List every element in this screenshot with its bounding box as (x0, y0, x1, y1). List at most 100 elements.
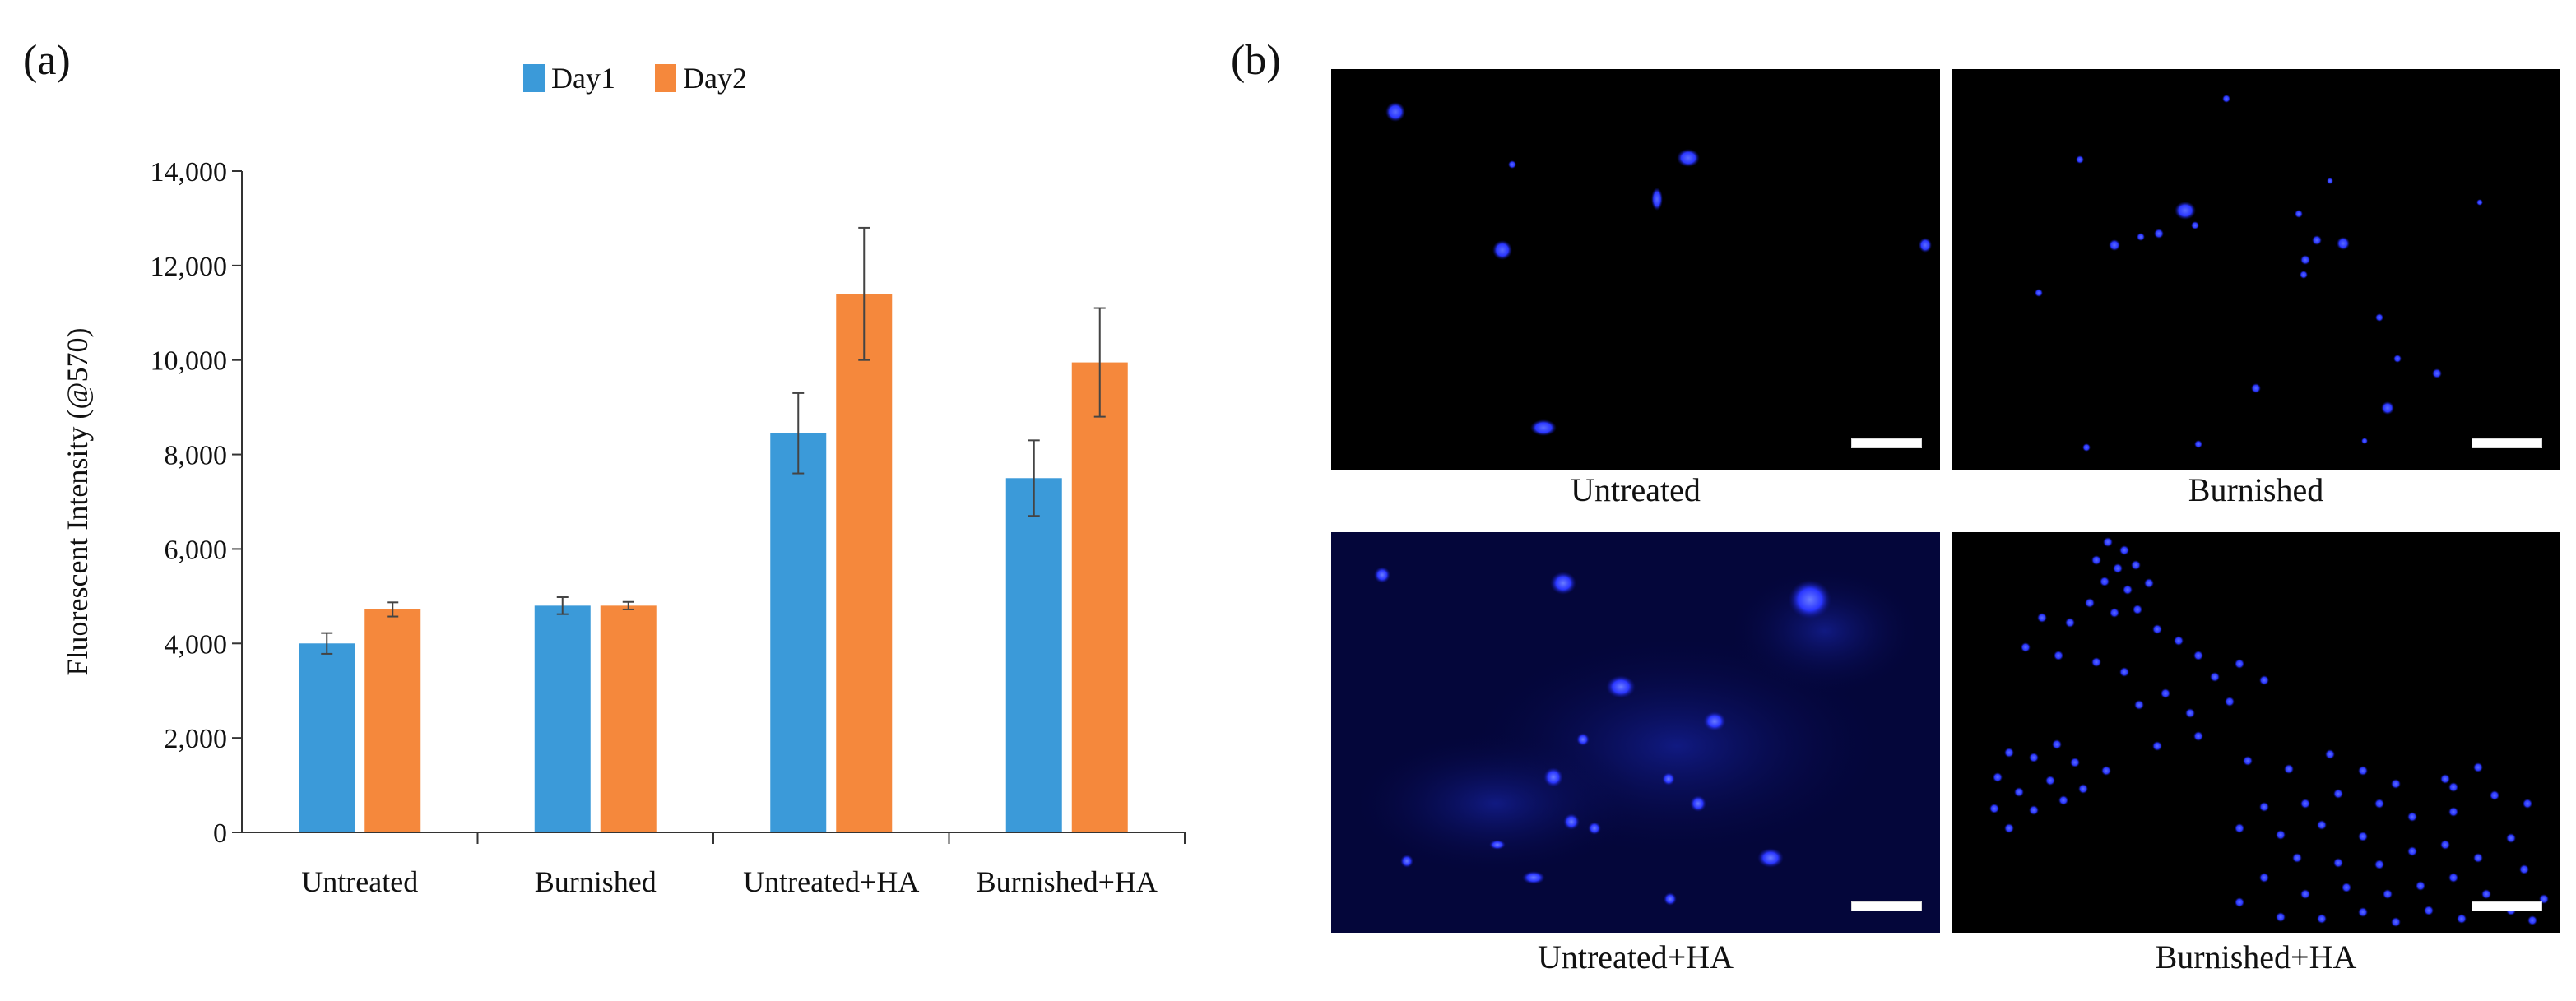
cell-nucleus (1993, 772, 2003, 782)
micrograph-untreated (1331, 69, 1940, 470)
cell-nucleus (2259, 675, 2269, 685)
cell-nucleus (2391, 779, 2401, 789)
cell-nuclei-fluorescence-image (2035, 95, 2483, 452)
cell-nucleus (2523, 799, 2532, 809)
bar-day1 (299, 643, 355, 832)
cell-nucleus (2152, 624, 2162, 634)
scale-bar (2472, 438, 2542, 448)
cell-nucleus (2448, 782, 2458, 792)
cell-nucleus (2448, 873, 2458, 883)
cell-nucleus (2391, 917, 2401, 927)
cell-nucleus (2029, 753, 2039, 762)
cell-nucleus (2070, 758, 2080, 767)
cell-nucleus (2374, 860, 2384, 869)
y-tick-label: 2,000 (165, 724, 228, 754)
cell-nucleus (2374, 799, 2384, 809)
cell-nucleus (2103, 537, 2113, 547)
cell-nucleus (2037, 613, 2047, 623)
cell-nucleus (2021, 642, 2031, 652)
legend-label-day2: Day2 (683, 62, 747, 95)
cell-nucleus (2065, 618, 2075, 628)
x-tick-label: Burnished+HA (977, 865, 1158, 898)
cell-nucleus (2448, 807, 2458, 817)
cell-nucleus (2029, 805, 2039, 815)
y-tick-label: 6,000 (165, 535, 228, 565)
cell-nucleus (2058, 795, 2068, 805)
y-tick-label: 10,000 (151, 346, 228, 377)
cell-nucleus (1989, 804, 1999, 813)
micrograph-burnished-ha (1952, 532, 2560, 933)
x-tick-label: Untreated (301, 865, 418, 898)
cell-nucleus (2276, 830, 2286, 840)
panel-a-label: (a) (23, 37, 71, 84)
cell-nucleus (2054, 651, 2063, 660)
cell-nucleus (2085, 598, 2095, 608)
cell-nucleus (2101, 766, 2111, 776)
micrograph-caption-burnished-ha: Burnished+HA (2155, 938, 2357, 976)
x-tick-label: Untreated+HA (743, 865, 919, 898)
cell-nuclei-fluorescence-image (1385, 102, 1932, 436)
cell-nucleus (2481, 889, 2491, 899)
cell-nucleus (2490, 790, 2499, 800)
cell-nucleus (2004, 823, 2014, 833)
y-tick-label: 8,000 (165, 441, 228, 471)
cell-nucleus (2152, 741, 2162, 751)
scale-bar (1851, 901, 1922, 911)
cell-nucleus (2317, 914, 2327, 924)
micrograph-caption-untreated: Untreated (1571, 471, 1701, 508)
scale-bar (1851, 438, 1922, 448)
panel-b-label: (b) (1231, 37, 1281, 84)
cell-nucleus (2174, 636, 2184, 646)
cell-nucleus (2113, 563, 2123, 573)
bar-day2 (600, 605, 657, 832)
cell-nucleus (2133, 605, 2142, 614)
scale-bar (2472, 901, 2542, 911)
y-tick-label: 0 (213, 818, 227, 849)
cell-nucleus (2185, 708, 2195, 718)
legend-label-day1: Day1 (551, 62, 615, 95)
cell-nucleus (2161, 688, 2170, 698)
cell-nucleus (2210, 672, 2220, 682)
y-tick-label: 4,000 (165, 629, 228, 660)
cell-nucleus (2424, 906, 2434, 915)
cell-nucleus (2358, 832, 2368, 841)
cell-nucleus (2440, 840, 2450, 850)
cell-nucleus (2225, 697, 2235, 707)
bar-day1 (1005, 478, 1062, 832)
cell-nucleus (2259, 802, 2269, 812)
cell-nucleus (2235, 659, 2244, 669)
cell-nucleus (2407, 812, 2417, 822)
cell-nucleus (2506, 833, 2516, 843)
cell-nucleus (2100, 577, 2110, 586)
bar-day2 (1071, 362, 1128, 833)
cell-nucleus (2358, 766, 2368, 776)
cell-nuclei-fluorescence-image (1989, 537, 2549, 927)
cell-nucleus (2416, 881, 2425, 891)
x-tick-label: Burnished (535, 865, 657, 898)
cell-nucleus (2407, 846, 2417, 856)
micrograph-caption-untreated-ha: Untreated+HA (1537, 938, 1734, 976)
cell-nucleus (2473, 853, 2483, 863)
cell-nucleus (2235, 823, 2244, 833)
cell-nucleus (2333, 858, 2343, 868)
cell-nucleus (2091, 555, 2101, 565)
y-tick-label: 14,000 (151, 157, 228, 188)
cell-nuclei-fluorescence-image (1348, 565, 1924, 906)
cell-nucleus (2473, 762, 2483, 772)
cell-nucleus (2276, 912, 2286, 922)
cell-nucleus (2091, 657, 2101, 667)
cell-nucleus (2259, 873, 2269, 883)
cell-nucleus (2014, 787, 2024, 797)
micrograph-caption-burnished: Burnished (2188, 471, 2324, 508)
cell-nucleus (2383, 889, 2393, 899)
cell-nucleus (2440, 774, 2450, 784)
y-tick-label: 12,000 (151, 252, 228, 282)
cell-nucleus (2284, 764, 2294, 774)
micrograph-untreated-ha (1331, 532, 1940, 933)
cell-nucleus (2045, 776, 2055, 786)
bar-day1 (770, 433, 827, 832)
cell-nucleus (2193, 651, 2203, 660)
cell-nucleus (2119, 545, 2129, 555)
cell-nucleus (2052, 739, 2062, 749)
cell-nucleus (2193, 731, 2203, 741)
